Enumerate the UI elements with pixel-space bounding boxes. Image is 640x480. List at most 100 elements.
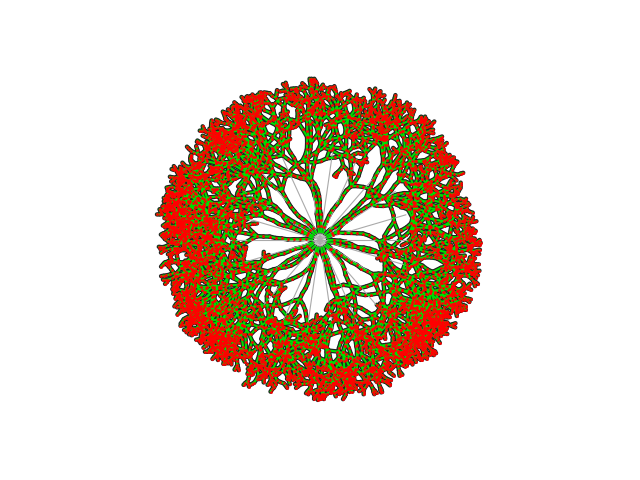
Point xyxy=(351,370,362,378)
Point xyxy=(193,160,203,168)
Point xyxy=(447,183,458,191)
Point xyxy=(386,308,396,315)
Point xyxy=(198,332,208,340)
Point xyxy=(392,110,402,118)
Point xyxy=(246,361,257,369)
Point xyxy=(412,321,422,329)
Point xyxy=(225,307,236,315)
Point xyxy=(216,209,227,216)
Point xyxy=(206,252,216,260)
Point xyxy=(372,301,382,309)
Point xyxy=(204,145,214,153)
Point xyxy=(310,250,321,257)
Point xyxy=(207,323,217,331)
Point xyxy=(424,333,435,340)
Point xyxy=(214,170,224,178)
Point xyxy=(195,172,205,180)
Point xyxy=(426,187,436,195)
Point xyxy=(333,369,343,377)
Point xyxy=(250,166,260,174)
Point xyxy=(417,271,428,279)
Point xyxy=(255,193,265,201)
Point xyxy=(390,125,401,132)
Point xyxy=(392,115,402,122)
Point xyxy=(440,252,451,259)
Point xyxy=(333,134,344,142)
Point xyxy=(257,349,267,357)
Point xyxy=(173,228,183,236)
Point xyxy=(453,209,463,216)
Point xyxy=(253,162,263,170)
Point xyxy=(258,152,268,159)
Point xyxy=(266,325,276,333)
Point xyxy=(165,230,175,238)
Point xyxy=(278,261,288,268)
Point xyxy=(432,278,442,286)
Point xyxy=(188,278,198,286)
Point xyxy=(304,359,314,366)
Point xyxy=(358,336,369,343)
Point xyxy=(189,217,200,225)
Point xyxy=(193,287,203,294)
Point xyxy=(290,363,300,371)
Point xyxy=(221,339,231,347)
Point xyxy=(310,256,320,264)
Point xyxy=(381,111,392,119)
Point xyxy=(343,369,353,376)
Point xyxy=(189,291,199,299)
Point xyxy=(174,247,184,254)
Point xyxy=(333,112,344,120)
Point xyxy=(271,372,281,379)
Point xyxy=(180,306,191,314)
Point xyxy=(280,79,291,86)
Point xyxy=(388,263,398,270)
Point xyxy=(268,359,278,366)
Point xyxy=(356,333,366,341)
Point xyxy=(447,217,457,225)
Point xyxy=(411,234,421,241)
Point xyxy=(184,230,195,238)
Point xyxy=(245,169,255,177)
Point xyxy=(235,317,245,325)
Point xyxy=(398,147,408,155)
Point xyxy=(437,300,447,307)
Point xyxy=(450,157,460,165)
Point xyxy=(215,352,225,360)
Point xyxy=(242,283,252,291)
Point xyxy=(191,319,202,326)
Point xyxy=(317,98,327,106)
Point xyxy=(449,279,460,287)
Point xyxy=(439,311,449,319)
Point xyxy=(177,301,188,309)
Point xyxy=(311,392,321,399)
Point xyxy=(195,236,205,244)
Point xyxy=(181,168,191,176)
Point xyxy=(387,314,397,322)
Point xyxy=(389,96,399,104)
Point xyxy=(177,205,187,213)
Point xyxy=(189,266,200,274)
Point xyxy=(392,97,403,105)
Point xyxy=(184,172,194,180)
Point xyxy=(225,144,235,152)
Point xyxy=(339,387,349,395)
Point xyxy=(372,134,383,142)
Point xyxy=(218,317,228,324)
Point xyxy=(191,173,202,180)
Point xyxy=(216,141,227,149)
Point xyxy=(470,264,480,271)
Point xyxy=(223,328,234,336)
Point xyxy=(168,290,179,298)
Point xyxy=(449,211,460,219)
Point xyxy=(378,351,388,359)
Point xyxy=(282,345,292,352)
Point xyxy=(241,346,252,354)
Point xyxy=(230,103,241,111)
Point xyxy=(420,328,430,336)
Point xyxy=(208,124,218,132)
Point xyxy=(294,103,305,111)
Point xyxy=(421,145,431,153)
Point xyxy=(211,230,221,238)
Point xyxy=(415,235,426,242)
Point xyxy=(196,207,206,215)
